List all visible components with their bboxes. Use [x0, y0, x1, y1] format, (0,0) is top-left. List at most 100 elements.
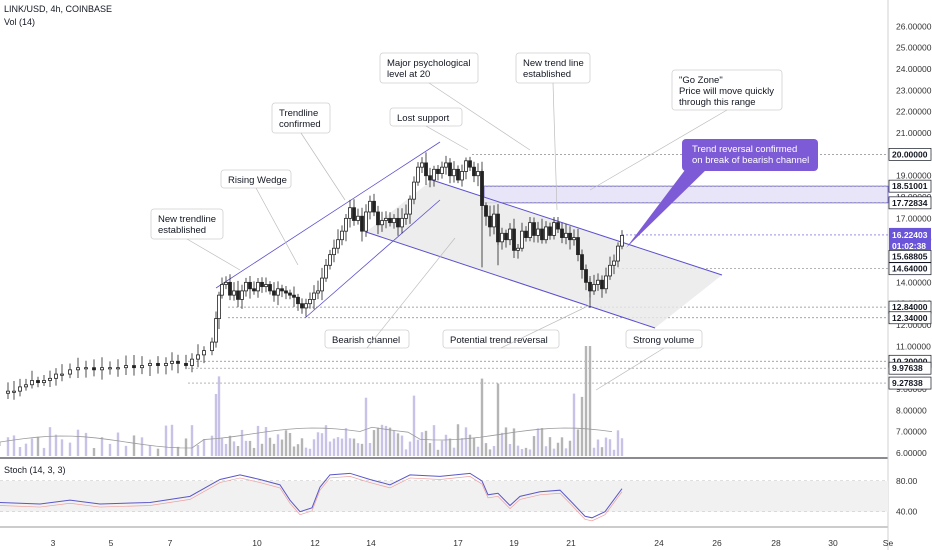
candle-body [356, 215, 360, 221]
candle-body [336, 239, 340, 249]
volume-bar [488, 449, 492, 456]
candle-body [236, 290, 240, 300]
price-level-tag [888, 250, 932, 263]
x-tick-label: 17 [453, 538, 463, 548]
candle-body [288, 292, 292, 296]
candle-body [76, 367, 80, 371]
candle-body [376, 211, 380, 226]
volume-bar [280, 439, 284, 456]
volume-bar [292, 446, 296, 456]
candle-body [164, 363, 168, 366]
candle-body [616, 245, 620, 262]
candle-body [42, 380, 46, 384]
volume-bar [320, 433, 324, 456]
price-level-tag [888, 311, 932, 325]
candle-body [552, 222, 556, 236]
volume-bar [348, 438, 352, 456]
x-tick-label: 12 [310, 538, 320, 548]
candle-body [600, 279, 604, 290]
volume-bar [76, 429, 80, 456]
stoch-signal-line [0, 476, 623, 522]
volume-bar [468, 434, 472, 456]
price-tick-label: 21.00000 [896, 128, 932, 138]
volume-bar [392, 430, 396, 456]
volume-bar [544, 446, 548, 456]
price-level-tag [888, 262, 932, 276]
candle-body [464, 160, 468, 172]
candle-body [424, 162, 428, 177]
candle-body [316, 290, 320, 294]
candle-body [564, 232, 568, 238]
callout-box [682, 139, 818, 171]
current-price-label: 16.22403 [892, 230, 928, 240]
current-price-tag [889, 227, 931, 252]
candle-body [320, 277, 324, 292]
candle-body [6, 390, 10, 394]
candle-body [156, 363, 160, 366]
price-tick-label: 7.00000 [896, 427, 927, 437]
volume-bar [304, 447, 308, 456]
volume-bar [312, 439, 316, 456]
volume-bar [214, 393, 218, 456]
candle-body [408, 198, 412, 215]
volume-bar [344, 428, 348, 456]
volume-bar [248, 440, 252, 456]
candle-body [18, 386, 22, 392]
volume-bar [92, 448, 96, 456]
price-level-tag [888, 196, 932, 210]
volume-bar [196, 445, 200, 456]
annotation-text: confirmed [279, 119, 321, 130]
x-tick-label: 14 [366, 538, 376, 548]
candle-body [384, 217, 388, 221]
candle-body [202, 350, 206, 356]
volume-bar [452, 447, 456, 456]
annotation-strong-volume: Strong volume [625, 329, 703, 349]
candle-body [300, 303, 304, 309]
volume-bar [484, 443, 488, 456]
volume-bar [596, 439, 600, 456]
volume-bar [340, 438, 344, 456]
candle-body [232, 290, 236, 296]
volume-bar [400, 435, 404, 456]
volume-bar [436, 449, 440, 456]
volume-bar [556, 442, 560, 456]
candle-body [596, 279, 600, 285]
volume-bar [264, 427, 268, 456]
volume-bar [300, 438, 304, 456]
candle-body [512, 228, 516, 251]
volume-bar [524, 447, 528, 456]
volume-bar [170, 424, 174, 456]
stoch-k-line [0, 472, 623, 519]
candle-body [440, 166, 444, 174]
candle-body [228, 281, 232, 296]
volume-bar [276, 434, 280, 456]
volume-bar [368, 442, 372, 456]
candle-body [304, 303, 308, 309]
volume-bar [84, 432, 88, 456]
candle-body [460, 171, 464, 181]
volume-bar [324, 425, 328, 456]
price-tick-label: 24.00000 [896, 64, 932, 74]
annotation-text: established [523, 69, 571, 80]
annotation-text: New trendline [158, 214, 216, 225]
volume-bar [30, 438, 34, 456]
candle-body [244, 281, 248, 292]
candle-body [556, 222, 560, 230]
candle-body [404, 213, 408, 219]
candle-body [472, 166, 476, 177]
candle-body [240, 290, 244, 300]
price-level-label: 20.00000 [892, 149, 928, 159]
candle-body [324, 264, 328, 279]
candle-body [368, 200, 372, 213]
volume-bar [6, 437, 10, 456]
volume-bar [364, 397, 368, 456]
candle-body [572, 237, 576, 241]
candle-body [492, 213, 496, 228]
candle-body [124, 365, 128, 369]
candle-body [528, 222, 532, 238]
candle-body [170, 360, 174, 364]
annotation-pointer [255, 187, 299, 266]
